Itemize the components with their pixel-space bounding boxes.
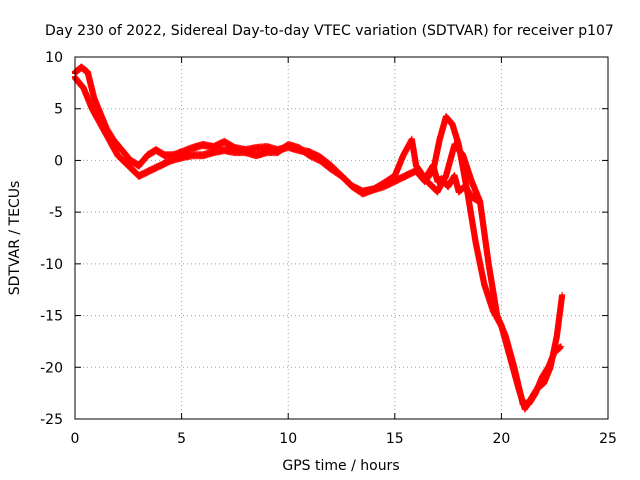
data-points <box>72 63 566 413</box>
gridlines <box>75 57 608 419</box>
series-trace-a <box>72 63 566 413</box>
chart-title: Day 230 of 2022, Sidereal Day-to-day VTE… <box>45 23 614 39</box>
series-trace-b <box>72 73 564 408</box>
